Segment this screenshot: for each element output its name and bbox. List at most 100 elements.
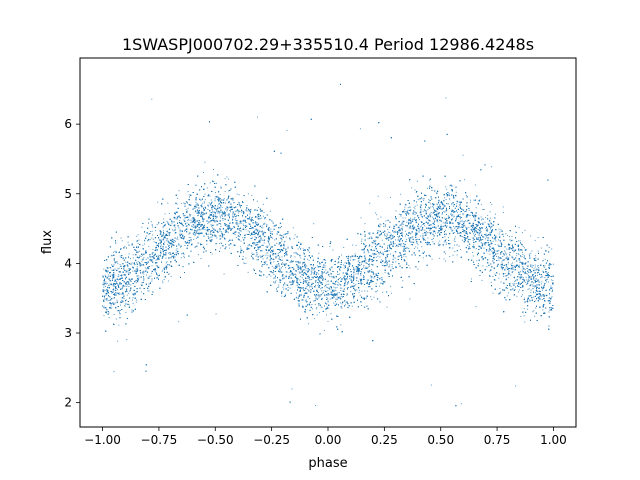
data-point: [277, 252, 279, 254]
data-point: [512, 283, 514, 285]
data-point: [509, 239, 511, 241]
data-point: [127, 272, 129, 274]
data-point: [377, 195, 379, 197]
data-point: [113, 264, 115, 266]
data-point: [358, 259, 360, 261]
data-point: [351, 305, 353, 307]
data-point: [281, 295, 283, 297]
data-point: [402, 236, 404, 237]
data-point: [541, 288, 543, 290]
data-point: [436, 220, 438, 222]
data-point: [340, 324, 342, 326]
data-point: [261, 238, 263, 240]
data-point: [127, 241, 129, 243]
data-point: [364, 223, 366, 225]
data-point: [113, 314, 115, 315]
data-point: [533, 279, 535, 281]
data-point: [294, 234, 296, 236]
data-point: [135, 280, 137, 281]
data-point: [228, 214, 230, 216]
data-point: [313, 223, 315, 225]
data-point: [518, 250, 520, 252]
data-point: [368, 252, 370, 254]
data-point: [104, 274, 106, 276]
data-point: [502, 274, 504, 276]
data-point: [223, 211, 225, 213]
data-point: [429, 179, 430, 181]
data-point: [183, 257, 185, 259]
data-point: [377, 237, 378, 239]
data-point: [459, 232, 461, 234]
data-point: [525, 276, 527, 278]
data-point: [302, 279, 304, 280]
data-point: [416, 180, 418, 182]
data-point: [299, 279, 301, 281]
data-point: [103, 268, 105, 270]
data-point: [251, 252, 253, 254]
data-point: [402, 234, 403, 236]
data-point: [128, 270, 130, 272]
data-point: [308, 250, 309, 252]
data-point: [173, 225, 175, 227]
data-point: [222, 234, 224, 236]
data-point: [473, 244, 475, 246]
data-point: [473, 233, 474, 235]
data-point: [336, 284, 338, 286]
data-point: [244, 234, 246, 236]
data-point: [468, 219, 470, 221]
data-point: [420, 208, 422, 210]
data-point: [347, 258, 349, 260]
data-point: [303, 279, 305, 281]
data-point: [408, 223, 409, 225]
data-point: [403, 255, 405, 257]
data-point: [508, 261, 509, 263]
data-point: [256, 248, 258, 250]
data-point: [145, 258, 147, 260]
data-point: [354, 259, 356, 261]
data-point: [204, 229, 206, 231]
data-point: [339, 292, 341, 294]
data-point: [203, 172, 204, 173]
data-point: [473, 226, 475, 228]
data-point: [158, 255, 160, 257]
data-point: [209, 195, 211, 197]
data-point: [148, 290, 150, 292]
data-point: [454, 251, 456, 253]
data-point: [205, 207, 207, 209]
data-point: [113, 371, 115, 373]
data-point: [154, 271, 156, 273]
data-point: [330, 272, 332, 274]
data-point: [474, 235, 476, 237]
data-point: [469, 232, 471, 233]
data-point: [480, 216, 482, 218]
data-point: [220, 217, 222, 219]
data-point: [543, 295, 545, 297]
data-point: [502, 233, 504, 235]
data-point: [152, 259, 154, 261]
data-point: [363, 266, 365, 268]
data-point: [121, 240, 123, 242]
data-point: [356, 289, 358, 291]
data-point: [498, 256, 499, 258]
data-point: [444, 241, 446, 243]
data-point: [148, 283, 150, 285]
data-point: [384, 271, 386, 273]
data-point: [472, 227, 473, 229]
data-point: [446, 218, 448, 220]
data-point: [267, 245, 269, 247]
data-point: [376, 290, 378, 292]
data-point: [180, 203, 182, 205]
data-point: [175, 249, 177, 251]
data-point: [238, 236, 240, 238]
data-point: [292, 282, 294, 284]
data-point: [536, 268, 538, 270]
data-point: [136, 266, 138, 268]
data-point: [216, 212, 218, 214]
data-point: [282, 262, 284, 264]
data-point: [420, 212, 422, 214]
data-point: [117, 289, 119, 291]
data-point: [375, 256, 377, 258]
data-point: [257, 243, 259, 245]
data-point: [472, 216, 474, 218]
data-point: [256, 259, 258, 261]
